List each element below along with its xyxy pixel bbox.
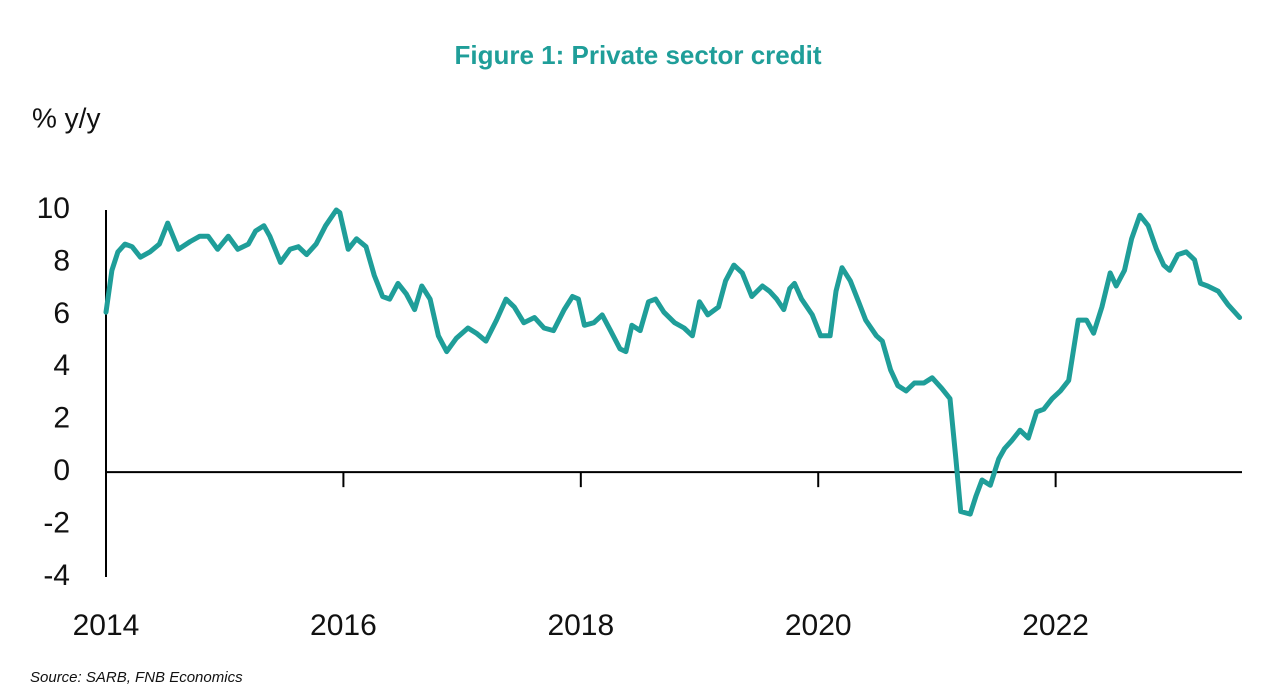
x-tick-label: 2014 [73,609,140,642]
chart-title: Figure 1: Private sector credit [454,40,821,70]
y-tick-label: 6 [53,297,70,330]
y-tick-label: 4 [53,349,70,382]
y-tick-label: -4 [43,559,70,592]
source-note: Source: SARB, FNB Economics [30,669,243,686]
y-tick-label: -2 [43,506,70,539]
x-tick-label: 2020 [785,609,852,642]
x-tick-label: 2018 [547,609,614,642]
x-tick-label: 2016 [310,609,377,642]
y-tick-label: 8 [53,244,70,277]
y-tick-label: 10 [37,192,70,225]
y-tick-label: 0 [53,454,70,487]
x-tick-label: 2022 [1022,609,1089,642]
data-line [103,207,1243,517]
y-axis-label: % y/y [32,102,100,133]
y-tick-label: 2 [53,402,70,435]
